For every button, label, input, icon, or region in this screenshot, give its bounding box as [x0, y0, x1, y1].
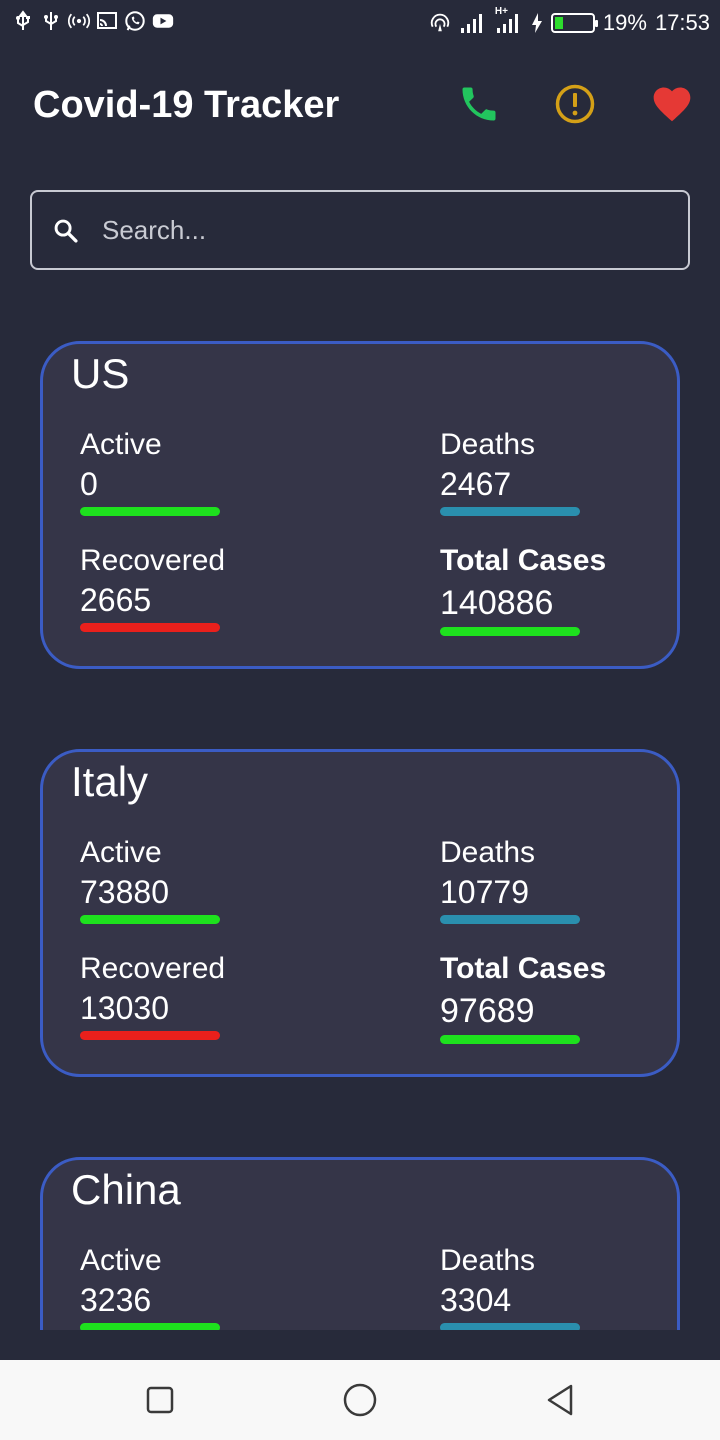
recovered-value: 2665	[80, 582, 152, 618]
usb-icon	[16, 10, 30, 30]
total-bar	[440, 1035, 580, 1044]
search-input[interactable]	[102, 208, 662, 252]
status-bar: H+ 19% 17:53	[0, 0, 720, 50]
cast-icon	[97, 12, 117, 29]
deaths-bar	[440, 507, 580, 516]
active-stat: Active 73880	[80, 836, 320, 924]
whatsapp-icon	[125, 11, 145, 31]
deaths-stat: Deaths 2467	[440, 428, 680, 516]
signal-icon	[460, 14, 482, 33]
recovered-label: Recovered	[80, 544, 226, 577]
alert-icon[interactable]	[553, 82, 597, 126]
deaths-value: 3304	[440, 1282, 512, 1318]
recovered-stat: Recovered 2665	[80, 544, 320, 632]
active-bar	[80, 915, 220, 924]
home-icon[interactable]	[340, 1380, 380, 1420]
total-value: 97689	[440, 992, 535, 1030]
country-name: China	[71, 1166, 181, 1213]
recovered-label: Recovered	[80, 952, 226, 985]
charging-icon	[531, 13, 542, 33]
clock: 17:53	[654, 10, 710, 35]
navigation-bar	[0, 1360, 720, 1440]
recovered-bar	[80, 1031, 220, 1040]
recovered-stat: Recovered 13030	[80, 952, 320, 1040]
active-label: Active	[80, 836, 162, 869]
search-icon	[54, 219, 78, 243]
active-value: 0	[80, 466, 98, 502]
country-card[interactable]: China Active 3236 Deaths 3304	[40, 1157, 680, 1330]
deaths-stat: Deaths 3304	[440, 1244, 680, 1330]
deaths-bar	[440, 915, 580, 924]
total-bar	[440, 627, 580, 636]
battery-icon	[550, 13, 598, 33]
deaths-value: 10779	[440, 874, 529, 910]
deaths-label: Deaths	[440, 836, 536, 869]
total-label: Total Cases	[440, 952, 607, 985]
active-stat: Active 0	[80, 428, 320, 516]
recovered-value: 13030	[80, 990, 169, 1026]
hotspot-icon	[68, 13, 90, 29]
youtube-icon	[152, 14, 174, 28]
total-stat: Total Cases 97689	[440, 952, 680, 1044]
total-stat: Total Cases 140886	[440, 544, 680, 636]
country-list[interactable]: US Active 0 Deaths 2467 Recovered 2665 T…	[0, 300, 720, 1330]
active-label: Active	[80, 428, 162, 461]
country-name: Italy	[71, 758, 149, 805]
recents-icon[interactable]	[140, 1380, 180, 1420]
deaths-bar	[440, 1323, 580, 1330]
phone-icon[interactable]	[457, 82, 501, 126]
network-type: H+	[494, 6, 508, 17]
deaths-stat: Deaths 10779	[440, 836, 680, 924]
active-value: 73880	[80, 874, 169, 910]
signal-icon	[496, 14, 518, 33]
total-value: 140886	[440, 584, 554, 622]
active-stat: Active 3236	[80, 1244, 320, 1330]
app-title: Covid-19 Tracker	[33, 84, 340, 126]
usb-icon	[44, 12, 58, 30]
active-label: Active	[80, 1244, 162, 1277]
active-bar	[80, 507, 220, 516]
search-box[interactable]	[30, 190, 690, 270]
notification-icons	[12, 10, 174, 32]
active-bar	[80, 1323, 220, 1330]
battery-percent: 19%	[602, 10, 647, 35]
wifi-call-icon	[430, 13, 450, 32]
country-card[interactable]: Italy Active 73880 Deaths 10779 Recovere…	[40, 749, 680, 1077]
system-status: H+ 19% 17:53	[429, 6, 710, 36]
heart-icon[interactable]	[650, 82, 694, 126]
country-card[interactable]: US Active 0 Deaths 2467 Recovered 2665 T…	[40, 341, 680, 669]
back-icon[interactable]	[540, 1380, 580, 1420]
total-label: Total Cases	[440, 544, 607, 577]
deaths-label: Deaths	[440, 1244, 536, 1277]
deaths-value: 2467	[440, 466, 512, 502]
country-name: US	[71, 350, 130, 397]
recovered-bar	[80, 623, 220, 632]
deaths-label: Deaths	[440, 428, 536, 461]
signal-h-plus: H+	[495, 6, 523, 34]
active-value: 3236	[80, 1282, 152, 1318]
